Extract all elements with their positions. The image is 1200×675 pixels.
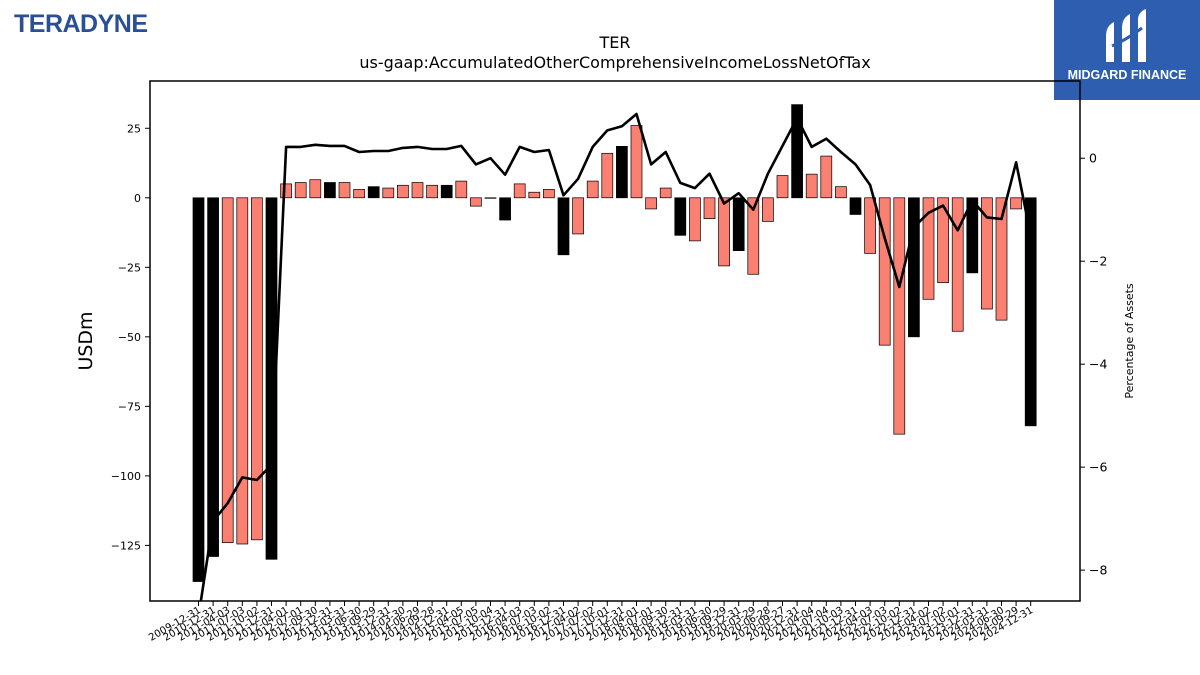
y-tick-label: −125 [111, 539, 141, 552]
bar-2015-04-05 [455, 180, 468, 199]
y-tick-label: −25 [118, 261, 141, 274]
y-tick-label: 0 [134, 192, 141, 205]
bar-2022-07-03 [878, 197, 891, 346]
bar-2014-09-28 [426, 184, 438, 199]
bar-2021-12-31 [849, 197, 862, 215]
y2-tick-label: 0 [1089, 151, 1097, 166]
chart-subtitle: us-gaap:AccumulatedOtherComprehensiveInc… [359, 53, 870, 72]
bar-2024-09-29 [1010, 197, 1022, 210]
bar-2019-12-31 [732, 197, 745, 251]
bar-2020-06-28 [762, 197, 774, 222]
bar-2011-10-02 [251, 197, 263, 541]
midgard-logo-icon [1106, 9, 1146, 62]
bar-2014-06-29 [411, 182, 424, 199]
bar-2017-04-02 [572, 197, 584, 235]
percentage-of-assets-line [199, 112, 1032, 601]
bar-2019-06-30 [703, 197, 716, 219]
bar-2019-09-29 [718, 197, 730, 267]
bar-2011-04-03 [221, 197, 234, 543]
y2-tick-label: −4 [1089, 357, 1107, 372]
bar-2018-07-01 [645, 197, 657, 210]
midgard-logo-text: MIDGARD FINANCE [1067, 68, 1187, 82]
bar-2015-12-31 [499, 197, 511, 221]
bar-2021-10-03 [835, 186, 847, 199]
bar-2023-04-02 [922, 197, 935, 300]
y2-tick-label: −6 [1089, 460, 1107, 475]
bar-2017-07-02 [586, 180, 599, 199]
bar-2010-12-31 [207, 197, 219, 557]
bar-2021-04-04 [805, 173, 818, 199]
bar-2015-07-05 [470, 197, 482, 207]
bar-2020-09-27 [776, 175, 789, 199]
y-tick-label: −50 [118, 331, 141, 344]
bar-2018-09-30 [659, 187, 672, 199]
bar-2017-12-31 [616, 145, 628, 199]
y-tick-label: −100 [111, 470, 141, 483]
bar-2016-10-02 [543, 189, 555, 199]
y-tick-label: −75 [118, 400, 141, 413]
bar-2022-12-31 [908, 197, 920, 338]
bar-2019-03-31 [689, 197, 701, 242]
plot-frame [149, 80, 1081, 602]
bar-2011-07-03 [236, 197, 249, 545]
bar-2023-10-01 [951, 197, 964, 332]
y-axis-label: USDm [75, 311, 97, 370]
y2-tick-label: −2 [1089, 254, 1107, 269]
bar-2012-09-30 [309, 179, 322, 199]
bar-2021-07-04 [820, 155, 833, 199]
bar-2012-07-01 [294, 182, 307, 199]
bar-2024-12-31 [1024, 197, 1037, 427]
bar-2013-09-29 [367, 186, 380, 199]
bar-2015-10-04 [484, 197, 497, 199]
teradyne-logo: TERADYNE [14, 10, 148, 38]
bar-2012-12-31 [324, 182, 336, 199]
bar-2020-12-31 [791, 104, 803, 199]
bar-2018-12-31 [674, 197, 687, 236]
bar-2014-12-31 [440, 184, 453, 199]
y2-axis-label: Percentage of Assets [1123, 283, 1136, 399]
bar-2017-10-01 [601, 152, 614, 199]
y-tick-label: 25 [127, 122, 141, 135]
bar-2023-12-31 [966, 197, 979, 274]
chart-title: TER [599, 33, 631, 52]
bar-2020-03-29 [747, 197, 760, 275]
bar-2013-12-31 [382, 187, 395, 199]
bar-2013-03-31 [338, 182, 351, 199]
y2-tick-label: −8 [1089, 563, 1107, 578]
bar-2013-06-30 [353, 189, 365, 199]
bar-2016-12-31 [557, 197, 570, 256]
bar-2012-04-01 [280, 183, 292, 199]
bar-2022-04-03 [864, 197, 876, 254]
bar-2022-10-02 [893, 197, 906, 435]
bar-2023-07-02 [937, 197, 949, 283]
bar-2024-03-31 [981, 197, 993, 310]
bar-2016-07-03 [528, 191, 541, 199]
bar-2014-03-30 [397, 184, 409, 199]
bar-2009-12-31 [192, 197, 205, 582]
bar-2016-04-03 [513, 183, 526, 199]
bar-2011-12-31 [265, 197, 278, 560]
bar-2024-06-30 [995, 197, 1008, 321]
bar-2018-04-01 [630, 125, 643, 199]
midgard-finance-logo: MIDGARD FINANCE [1054, 0, 1200, 100]
